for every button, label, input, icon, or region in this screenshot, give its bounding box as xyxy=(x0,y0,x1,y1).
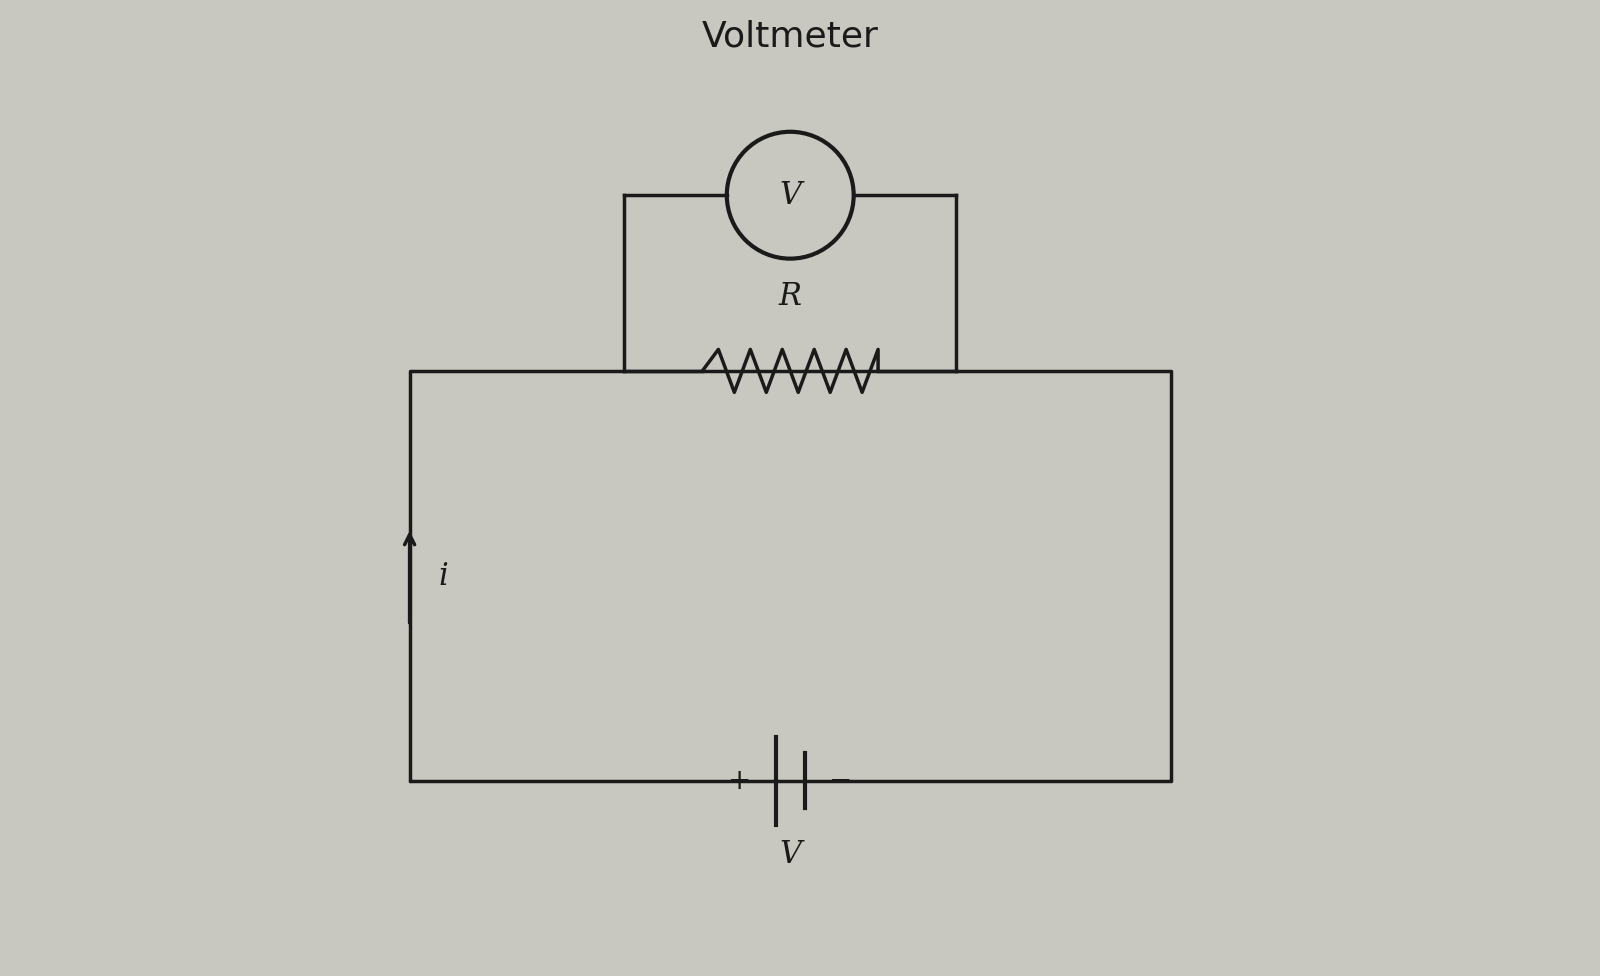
Text: V: V xyxy=(779,839,802,871)
Text: R: R xyxy=(779,281,802,312)
Text: −: − xyxy=(829,767,853,794)
Text: Voltmeter: Voltmeter xyxy=(702,20,878,54)
Text: +: + xyxy=(728,767,752,794)
Text: i: i xyxy=(438,561,448,592)
Text: V: V xyxy=(779,180,802,211)
